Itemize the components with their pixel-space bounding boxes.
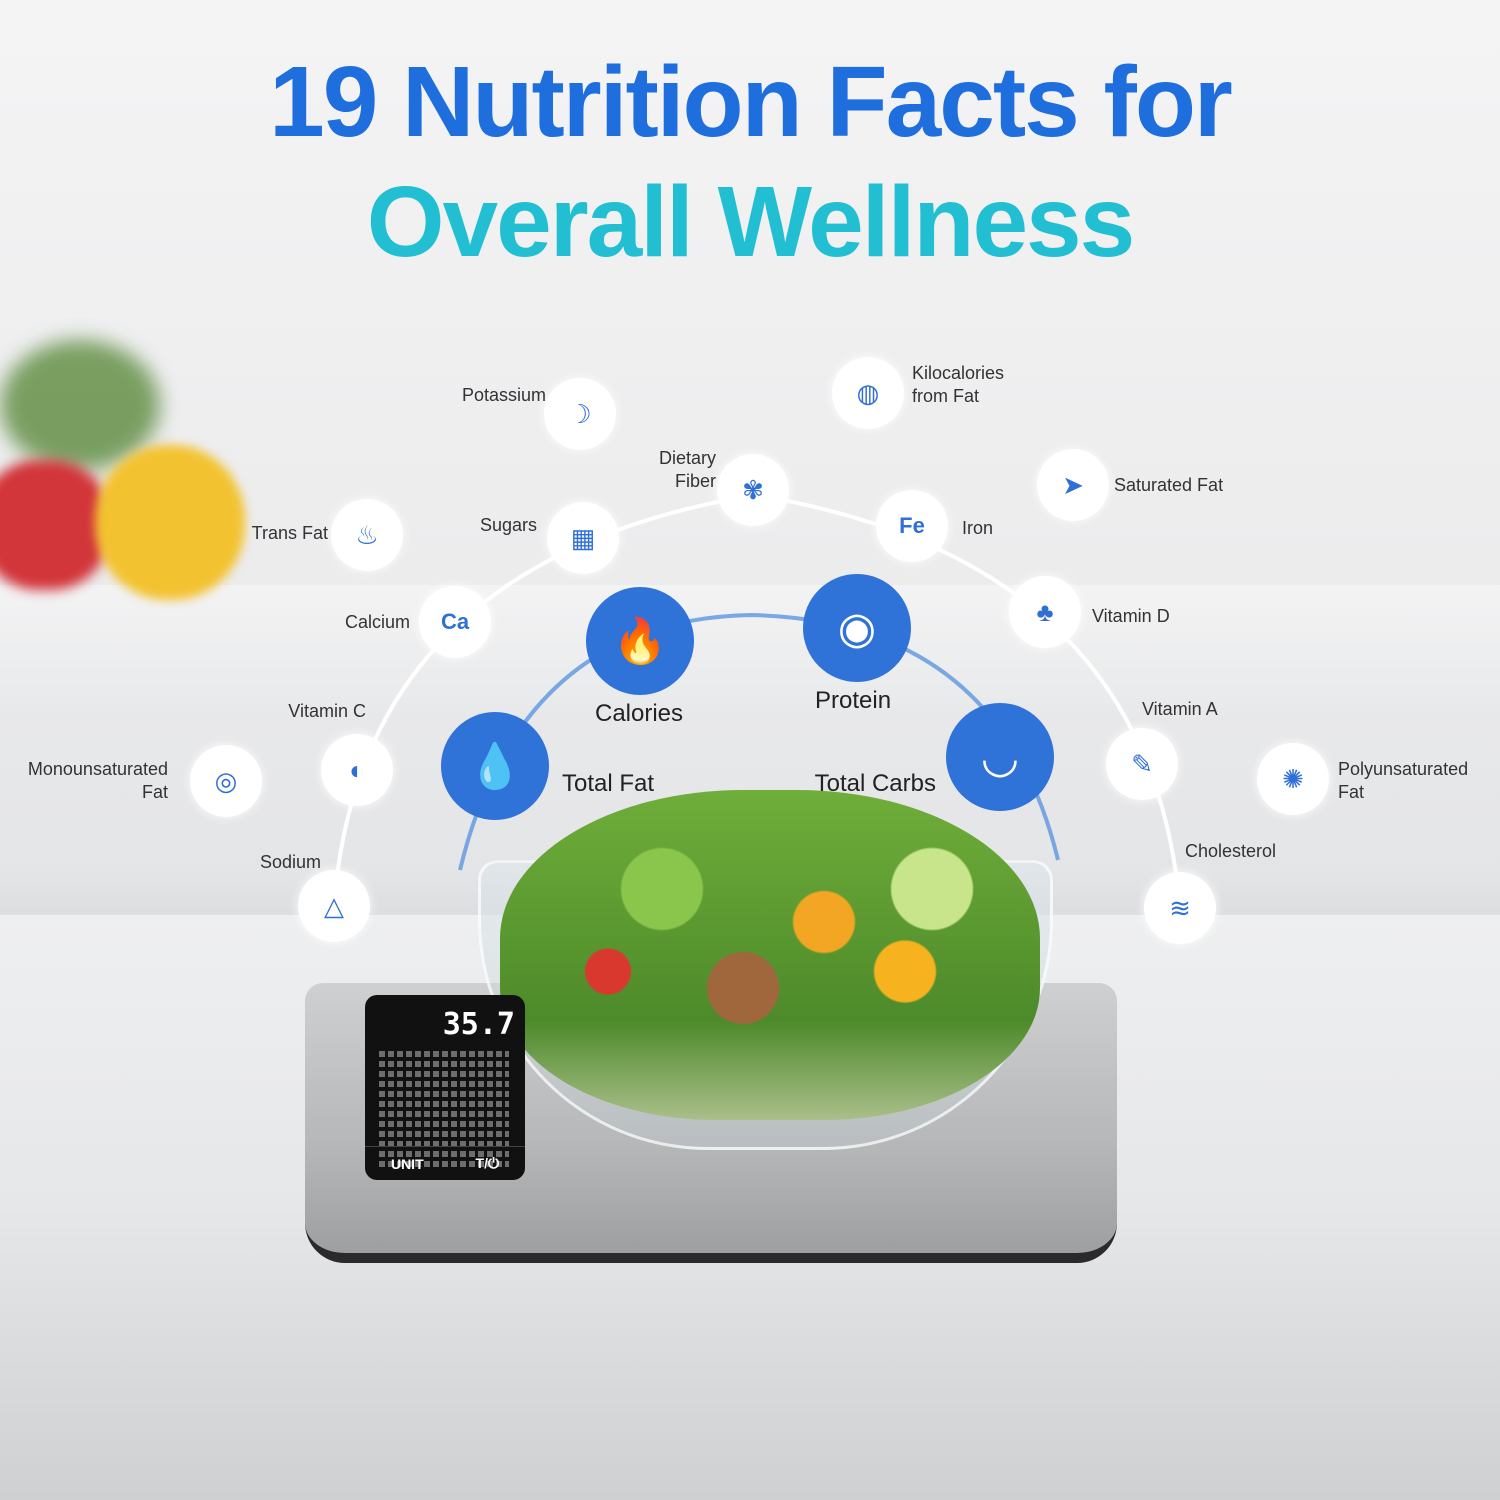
headline-line1: 19 Nutrition Facts for (269, 46, 1233, 158)
flame-icon: 🔥 (586, 587, 694, 695)
background-yellow-pepper (95, 445, 245, 600)
steak-icon: ◍ (832, 357, 904, 429)
walnut-icon: ✺ (1257, 743, 1329, 815)
nutrient-label: Vitamin D (1092, 606, 1170, 626)
nutrient-label: Polyunsaturated Fat (1338, 759, 1469, 802)
rice-bowl-icon: ◡ (946, 703, 1054, 811)
nutrient-label: Potassium (461, 385, 546, 405)
carrot-icon: ✎ (1106, 728, 1178, 800)
salad (500, 790, 1040, 1120)
nutrient-label: Calories (595, 700, 684, 727)
nutrient-label: Vitamin C (288, 701, 366, 721)
nutrient-label: Sodium (259, 852, 321, 872)
fish-icon: ➤ (1037, 449, 1109, 521)
nutrient-label: Trans Fat (251, 523, 328, 543)
iron-pill-icon: Fe (876, 490, 948, 562)
wheat-icon: ✾ (717, 454, 789, 526)
nutrient-label: Kilocalories from Fat (912, 363, 1005, 406)
artery-icon: ≋ (1144, 872, 1216, 944)
calcium-bottle-icon: Ca (419, 586, 491, 658)
nutrient-label: Total Fat (562, 770, 655, 797)
nutrient-label: Saturated Fat (1114, 475, 1224, 495)
nutrient-label: Iron (962, 518, 994, 538)
nutrient-label: Calcium (344, 612, 410, 632)
nutrient-label: Sugars (479, 515, 537, 535)
banana-icon: ☽ (544, 378, 616, 450)
unit-button[interactable]: UNIT (390, 1155, 424, 1172)
egg-icon: ◉ (803, 574, 911, 682)
scale-display: 35.7 UNIT T/⏻ (365, 995, 525, 1180)
background-greens (0, 340, 160, 470)
lemon-capsule-icon: ◐ (321, 734, 393, 806)
nutrient-label: Monounsaturated Fat (27, 759, 168, 802)
cupcake-icon: ♨ (331, 499, 403, 571)
sugar-cubes-icon: ▦ (547, 502, 619, 574)
nutrient-label: Dietary Fiber (658, 448, 716, 491)
avocado-icon: ◎ (190, 745, 262, 817)
headline-line2: Overall Wellness (366, 166, 1136, 278)
weight-readout: 35.7 (442, 1007, 515, 1042)
nutrient-label: Total Carbs (814, 770, 936, 797)
salt-pile-icon: △ (298, 870, 370, 942)
nutrient-label: Vitamin A (1142, 699, 1218, 719)
nutrient-label: Cholesterol (1185, 841, 1277, 861)
droplets-icon: 💧 (441, 712, 549, 820)
nutrition-list (379, 1047, 509, 1171)
nutrient-label: Protein (815, 687, 892, 714)
background-pepper (0, 460, 110, 590)
background-shelf (0, 585, 1500, 705)
tare-power-button[interactable]: T/⏻ (475, 1155, 500, 1171)
mushroom-icon: ♣ (1009, 576, 1081, 648)
